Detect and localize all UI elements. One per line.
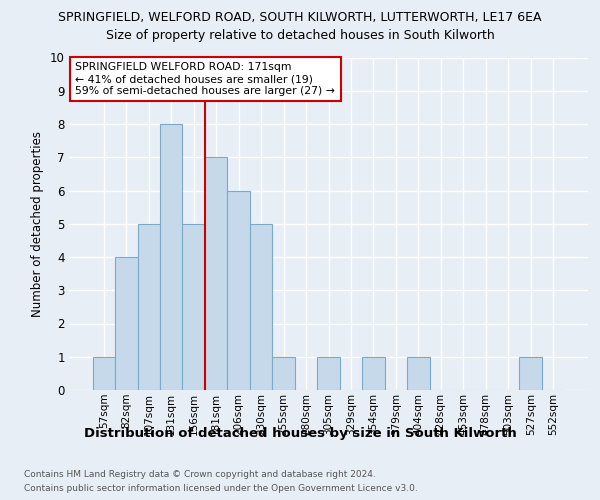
Bar — [182, 224, 205, 390]
Bar — [137, 224, 160, 390]
Bar — [317, 357, 340, 390]
Bar — [205, 157, 227, 390]
Text: Contains public sector information licensed under the Open Government Licence v3: Contains public sector information licen… — [24, 484, 418, 493]
Text: SPRINGFIELD, WELFORD ROAD, SOUTH KILWORTH, LUTTERWORTH, LE17 6EA: SPRINGFIELD, WELFORD ROAD, SOUTH KILWORT… — [58, 11, 542, 24]
Bar — [272, 357, 295, 390]
Bar — [520, 357, 542, 390]
Text: Size of property relative to detached houses in South Kilworth: Size of property relative to detached ho… — [106, 29, 494, 42]
Text: Contains HM Land Registry data © Crown copyright and database right 2024.: Contains HM Land Registry data © Crown c… — [24, 470, 376, 479]
Bar — [160, 124, 182, 390]
Text: SPRINGFIELD WELFORD ROAD: 171sqm
← 41% of detached houses are smaller (19)
59% o: SPRINGFIELD WELFORD ROAD: 171sqm ← 41% o… — [75, 62, 335, 96]
Bar — [250, 224, 272, 390]
Y-axis label: Number of detached properties: Number of detached properties — [31, 130, 44, 317]
Bar — [92, 357, 115, 390]
Bar — [115, 257, 137, 390]
Bar — [227, 190, 250, 390]
Bar — [362, 357, 385, 390]
Text: Distribution of detached houses by size in South Kilworth: Distribution of detached houses by size … — [83, 428, 517, 440]
Bar — [407, 357, 430, 390]
